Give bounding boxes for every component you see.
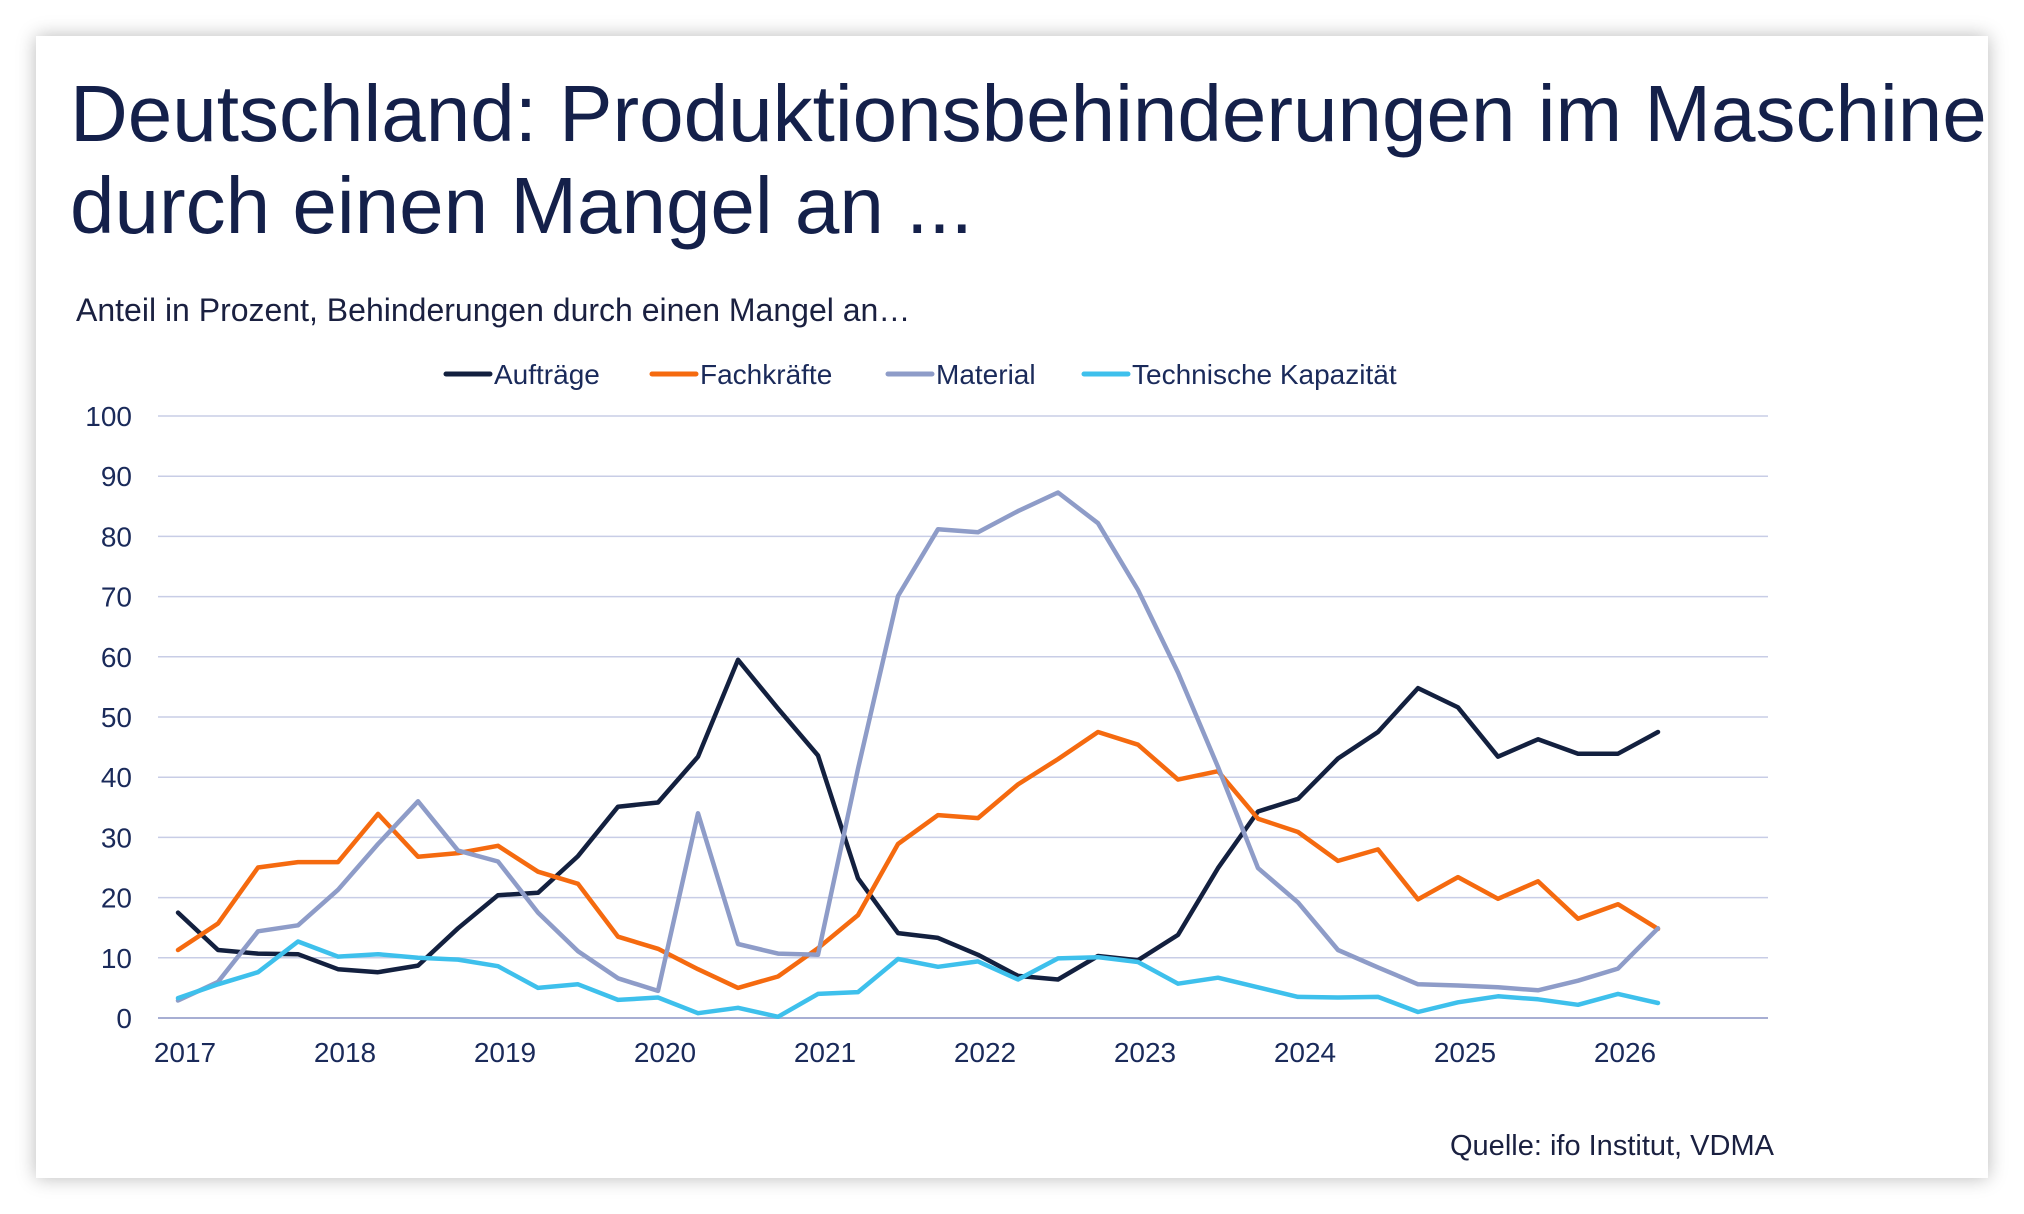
series-line-2 (175, 729, 1661, 991)
series-lines (175, 490, 1661, 1020)
x-tick-label: 2018 (314, 1037, 376, 1068)
slide: Deutschland: Produktionsbehinderungen im… (36, 36, 1988, 1178)
y-tick-label: 90 (101, 461, 132, 492)
x-tick-label: 2022 (954, 1037, 1016, 1068)
series-line-3 (175, 490, 1661, 1003)
source-note: Quelle: ifo Institut, VDMA (1450, 1130, 1774, 1162)
y-tick-label: 70 (101, 582, 132, 613)
y-tick-label: 30 (101, 822, 132, 853)
grid-lines (158, 415, 1768, 1019)
x-axis-ticks: 2017 2018 2019 2020 2021 2022 2023 2024 2025 2026 (154, 1037, 1656, 1068)
x-tick-label: 2019 (474, 1037, 536, 1068)
y-tick-label: 10 (101, 943, 132, 974)
legend-label: Fachkräfte (700, 359, 832, 390)
legend-label: Material (936, 359, 1036, 390)
y-tick-label: 50 (101, 702, 132, 733)
x-tick-label: 2025 (1434, 1037, 1496, 1068)
chart-subtitle: Anteil in Prozent, Behinderungen durch e… (76, 292, 911, 328)
page-title: Deutschland: Produktionsbehinderungen im… (70, 69, 1988, 250)
x-tick-label: 2026 (1594, 1037, 1656, 1068)
legend-label: Technische Kapazität (1132, 359, 1397, 390)
x-tick-label: 2023 (1114, 1037, 1176, 1068)
y-tick-label: 100 (85, 401, 132, 432)
y-axis-ticks: 0 10 20 30 40 50 60 70 80 90 100 (85, 401, 132, 1034)
y-tick-label: 0 (116, 1003, 132, 1034)
y-tick-label: 60 (101, 642, 132, 673)
legend-label: Aufträge (494, 359, 600, 390)
x-tick-label: 2020 (634, 1037, 696, 1068)
y-tick-label: 80 (101, 521, 132, 552)
x-tick-label: 2024 (1274, 1037, 1336, 1068)
x-tick-label: 2017 (154, 1037, 216, 1068)
y-tick-label: 40 (101, 762, 132, 793)
y-tick-label: 20 (101, 883, 132, 914)
legend: Aufträge Fachkräfte Material Technische Kap… (443, 359, 1397, 390)
series-line-4 (175, 939, 1661, 1020)
x-tick-label: 2021 (794, 1037, 856, 1068)
